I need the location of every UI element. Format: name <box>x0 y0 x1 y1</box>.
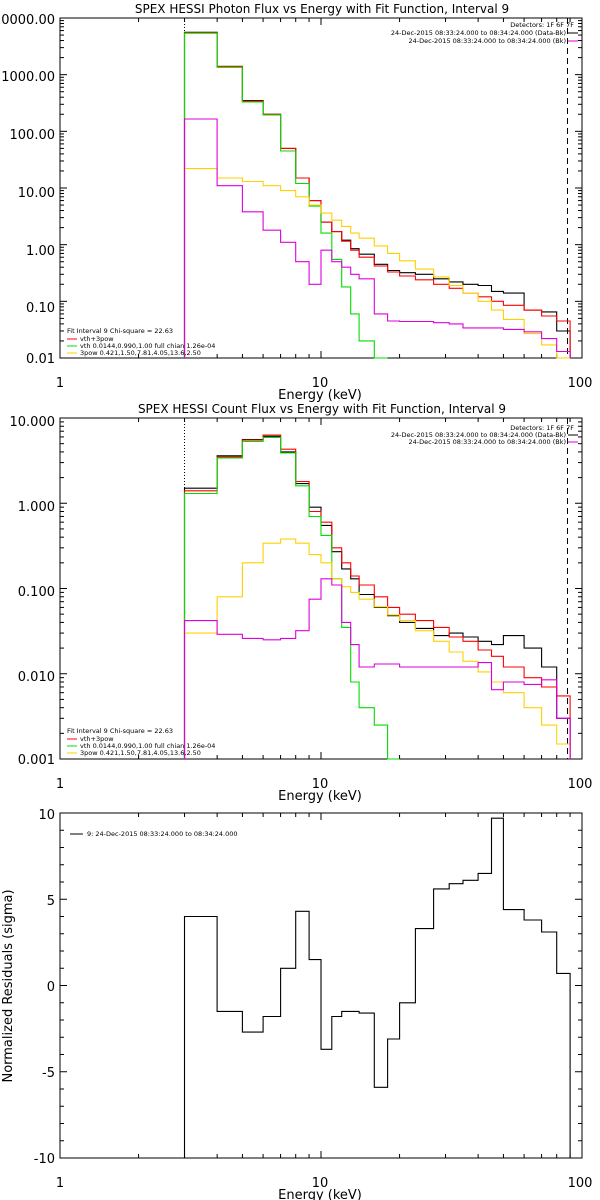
y-tick-label: 1.00 <box>26 244 55 259</box>
header-detectors: Detectors: 1F 6F 7F <box>510 21 574 29</box>
axis-ticks <box>59 417 583 760</box>
count-flux-panel: SPEX HESSI Count Flux vs Energy with Fit… <box>10 402 593 804</box>
y-tick-label: 10 <box>38 808 55 823</box>
y-tick-label: 0.010 <box>18 670 55 685</box>
y-axis-label: Normalized Residuals (sigma) <box>1 889 16 1082</box>
legend-vth: vth 0.0144,0.990,1.00 full chian 1.26e-0… <box>80 742 215 750</box>
y-tick-label: 0.01 <box>26 352 55 367</box>
y-tick-label: 0.100 <box>18 585 55 600</box>
y-tick-label: -5 <box>42 1066 55 1081</box>
photon-flux-panel: SPEX HESSI Photon Flux vs Energy with Fi… <box>0 2 592 403</box>
legend-vth: vth 0.0144,0.990,1.00 full chian 1.26e-0… <box>80 342 215 350</box>
photon-flux-frame <box>59 17 583 359</box>
legend-fit-interval: Fit Interval 9 Chi-square = 22.63 <box>67 727 173 735</box>
x-axis-label: Energy (keV) <box>278 1188 362 1200</box>
series-step-line <box>183 32 388 359</box>
x-tick-label: 100 <box>568 777 593 792</box>
y-tick-label: 10.000 <box>10 415 56 430</box>
x-tick-label: 10 <box>312 1176 329 1191</box>
header-bk-interval: 24-Dec-2015 08:33:24.000 to 08:34:24.000… <box>409 438 567 446</box>
header-detectors: Detectors: 1F 6F 7F <box>510 424 574 432</box>
series-step-line <box>183 578 571 759</box>
legend-3pow: 3pow 0.421,1.50,7.81,4.05,13.6,2.50 <box>80 749 201 757</box>
count-flux-title: SPEX HESSI Count Flux vs Energy with Fit… <box>138 402 506 416</box>
x-tick-label: 100 <box>568 1176 593 1191</box>
y-tick-label: 0 <box>47 980 55 995</box>
series-step-line <box>183 817 571 1158</box>
x-tick-label: 100 <box>568 376 593 391</box>
axis-ticks <box>59 812 583 1159</box>
residuals-panel: 1 10 100 -10 -5 0 5 10 Energy (keV) Norm… <box>1 808 592 1200</box>
legend-3pow: 3pow 0.421,1.50,7.81,4.05,13.6,2.50 <box>80 349 201 357</box>
series-step-line <box>183 168 571 359</box>
x-tick-label: 1 <box>56 1176 64 1191</box>
axis-ticks <box>59 17 583 359</box>
y-tick-label: 10000.00 <box>0 13 55 28</box>
y-tick-label: 1000.00 <box>1 70 55 85</box>
series-step-line <box>183 435 571 759</box>
x-tick-label: 1 <box>56 376 64 391</box>
header-data-interval: 24-Dec-2015 08:33:24.000 to 08:34:24.000… <box>391 431 566 439</box>
header-data-interval: 24-Dec-2015 08:33:24.000 to 08:34:24.000… <box>391 29 566 37</box>
series-step-line <box>183 436 400 760</box>
header-bk-interval: 24-Dec-2015 08:33:24.000 to 08:34:24.000… <box>409 37 567 45</box>
y-tick-label: 100.00 <box>10 128 56 143</box>
series-step-line <box>183 538 571 759</box>
x-tick-label: 10 <box>312 376 329 391</box>
y-tick-label: -10 <box>34 1152 55 1167</box>
y-tick-label: 0.10 <box>26 301 55 316</box>
x-tick-label: 1 <box>56 777 64 792</box>
y-tick-label: 5 <box>47 894 55 909</box>
x-axis-label: Energy (keV) <box>278 388 362 403</box>
legend-fit-interval: Fit Interval 9 Chi-square = 22.63 <box>67 327 173 335</box>
legend-interval: 9: 24-Dec-2015 08:33:24.000 to 08:34:24.… <box>87 830 238 838</box>
legend-vth3pow: vth+3pow <box>80 735 114 743</box>
x-tick-label: 10 <box>312 777 329 792</box>
series-step-line <box>183 118 571 358</box>
y-tick-label: 10.00 <box>18 186 55 201</box>
photon-flux-title: SPEX HESSI Photon Flux vs Energy with Fi… <box>135 2 509 16</box>
y-tick-label: 0.001 <box>18 753 55 768</box>
y-tick-label: 1.000 <box>18 500 55 515</box>
x-axis-label: Energy (keV) <box>278 789 362 804</box>
legend-vth3pow: vth+3pow <box>80 335 114 343</box>
